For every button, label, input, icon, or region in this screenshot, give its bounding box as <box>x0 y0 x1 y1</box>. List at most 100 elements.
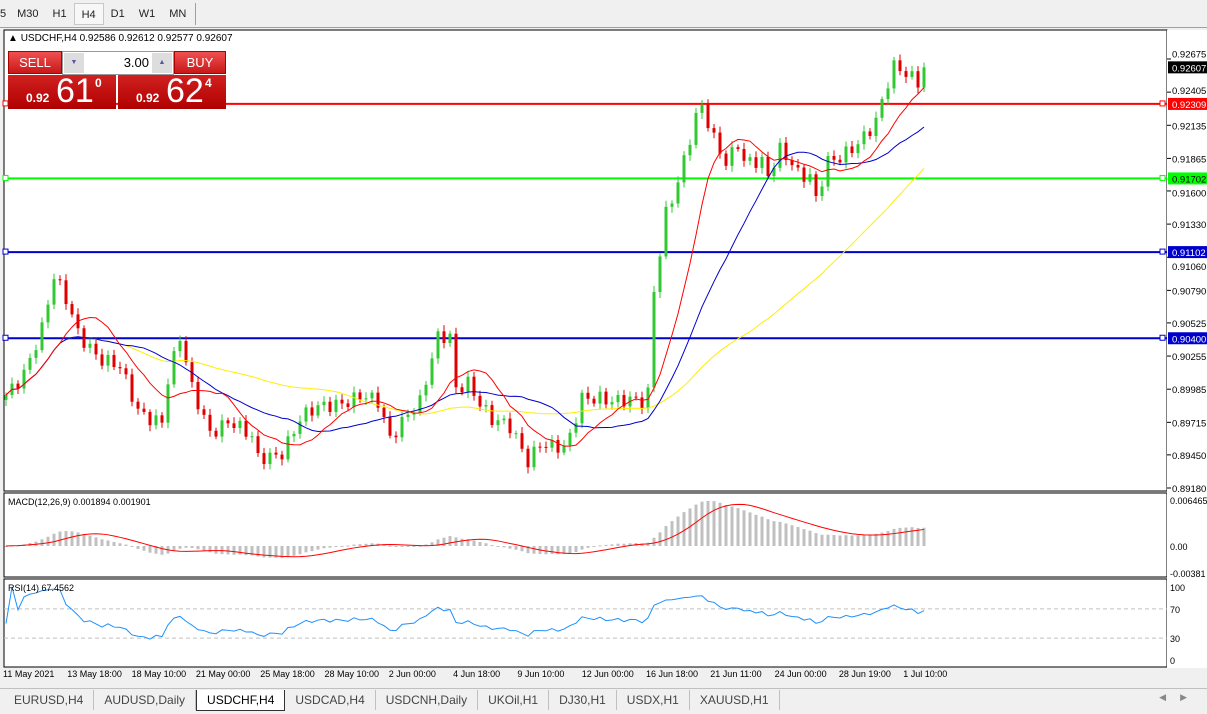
tab-usdchf-h4[interactable]: USDCHF,H4 <box>196 690 286 711</box>
candle-body <box>814 174 818 197</box>
timeframe-m30[interactable]: M30 <box>17 8 39 20</box>
candle-body <box>34 350 38 358</box>
tab-dj30-h1[interactable]: DJ30,H1 <box>549 690 617 710</box>
macd-histogram-bar <box>76 532 80 546</box>
candle <box>244 415 248 440</box>
candle-body <box>376 392 380 408</box>
candle-body <box>652 292 656 388</box>
candle-body <box>508 418 512 434</box>
candle-body <box>682 155 686 183</box>
candle-body <box>490 405 494 426</box>
candle-body <box>4 394 8 400</box>
macd-histogram-bar <box>112 541 116 546</box>
current-price-label: 0.92607 <box>1172 63 1206 74</box>
timeframe-5[interactable]: 5 <box>0 8 7 20</box>
macd-histogram-bar <box>406 546 410 547</box>
tab-ukoil-h1[interactable]: UKOil,H1 <box>478 690 550 710</box>
time-label: 16 Jun 18:00 <box>646 669 699 679</box>
candle-body <box>754 157 758 168</box>
candle-body <box>718 132 722 154</box>
candle <box>400 411 404 442</box>
price-axis-label: 0.91865 <box>1172 154 1206 165</box>
price-axis-label: 0.90525 <box>1172 319 1206 330</box>
level-price-label: 0.90400 <box>1172 334 1206 345</box>
rsi-axis-label: 0 <box>1170 656 1175 666</box>
level-handle <box>2 248 9 255</box>
candle-body <box>52 279 56 305</box>
candle <box>550 434 554 452</box>
candle-body <box>580 392 584 424</box>
candle-body <box>916 71 920 88</box>
candle-body <box>292 433 296 437</box>
time-label: 12 Jun 00:00 <box>581 669 634 679</box>
macd-histogram-bar <box>334 546 338 547</box>
increase-lot-icon[interactable]: ▲ <box>152 53 172 73</box>
macd-histogram-bar <box>760 516 764 546</box>
buy-button[interactable]: BUY <box>174 51 226 74</box>
candle <box>136 398 140 415</box>
timeframe-h4[interactable]: H4 <box>73 3 104 25</box>
macd-histogram-bar <box>436 539 440 546</box>
ohlc-readout: USDCHF,H4 0.92586 0.92612 0.92577 0.9260… <box>20 33 233 44</box>
level-handle <box>2 174 9 181</box>
macd-histogram-bar <box>580 546 584 550</box>
candle <box>100 348 104 370</box>
decrease-lot-icon[interactable]: ▼ <box>64 53 84 73</box>
sell-button[interactable]: SELL <box>8 51 62 74</box>
macd-histogram-bar <box>40 539 44 546</box>
buy-price[interactable]: 0.92 62 4 <box>118 72 226 110</box>
candle-body <box>70 304 74 315</box>
candle-body <box>424 384 428 396</box>
macd-histogram-bar <box>766 519 770 546</box>
price-axis-label: 0.90790 <box>1172 286 1206 297</box>
macd-histogram-bar <box>706 500 710 546</box>
macd-histogram-bar <box>268 546 272 558</box>
candle <box>808 168 812 185</box>
candle-body <box>712 128 716 133</box>
tab-xauusd-h1[interactable]: XAUUSD,H1 <box>690 690 780 710</box>
tab-audusd-daily[interactable]: AUDUSD,Daily <box>94 690 197 710</box>
macd-histogram-bar <box>340 545 344 547</box>
macd-histogram-bar <box>556 546 560 555</box>
time-label: 25 May 18:00 <box>260 669 315 679</box>
candle-body <box>904 71 908 77</box>
timeframe-w1[interactable]: W1 <box>138 8 156 20</box>
candle-body <box>862 131 866 145</box>
candle-body <box>40 322 44 351</box>
candle <box>286 430 290 463</box>
macd-histogram-bar <box>460 538 464 546</box>
candle-body <box>286 436 290 460</box>
chart-canvas[interactable]: 0.926750.924050.921350.918650.916000.913… <box>0 0 1207 688</box>
lot-stepper[interactable]: ▼ ▲ <box>62 51 174 75</box>
candle <box>592 395 596 407</box>
rsi-axis-label: 70 <box>1170 605 1180 615</box>
candle <box>448 330 452 347</box>
sell-price[interactable]: 0.92 61 0 <box>8 72 116 110</box>
candle <box>70 301 74 318</box>
candle <box>418 389 422 416</box>
tab-usdcnh-daily[interactable]: USDCNH,Daily <box>376 690 479 710</box>
candle-body <box>604 391 608 405</box>
macd-histogram-bar <box>832 534 836 546</box>
time-label: 24 Jun 00:00 <box>774 669 827 679</box>
timeframe-h1[interactable]: H1 <box>52 8 67 20</box>
candle <box>160 412 164 428</box>
tab-eurusd-h4[interactable]: EURUSD,H4 <box>4 690 95 710</box>
timeframe-d1[interactable]: D1 <box>110 8 125 20</box>
candle <box>748 153 752 166</box>
candle-body <box>178 341 182 352</box>
timeframe-mn[interactable]: MN <box>169 8 187 20</box>
candle-body <box>460 387 464 393</box>
level-price-tag <box>1168 332 1207 345</box>
candle-body <box>22 369 26 389</box>
tab-scroll-arrows[interactable]: ◀▶ <box>1159 692 1201 702</box>
candle-body <box>112 354 116 368</box>
candle <box>316 401 320 419</box>
candle-body <box>772 167 776 176</box>
tab-usdx-h1[interactable]: USDX,H1 <box>617 690 690 710</box>
candle-body <box>64 280 68 305</box>
macd-histogram-bar <box>364 543 368 546</box>
lot-size-input[interactable] <box>85 52 149 74</box>
candle <box>172 346 176 388</box>
tab-usdcad-h4[interactable]: USDCAD,H4 <box>285 690 376 710</box>
